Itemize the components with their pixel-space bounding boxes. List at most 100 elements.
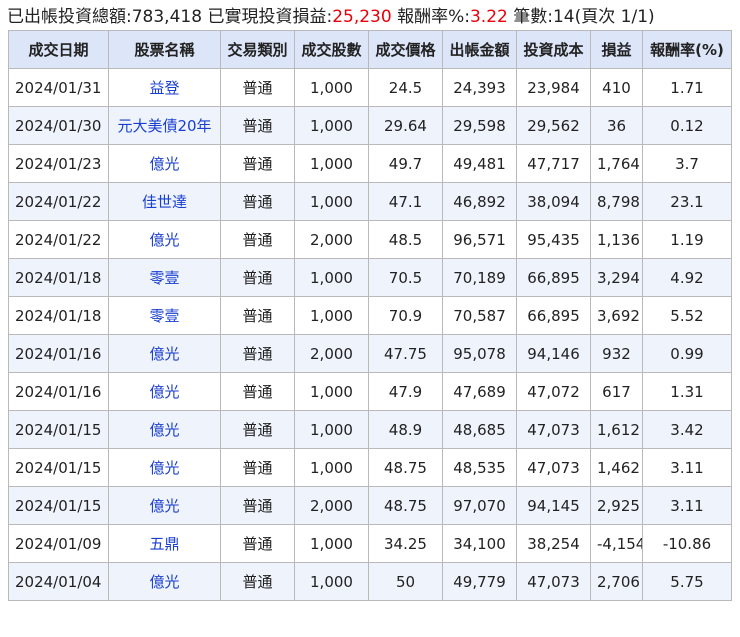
trade-type: 普通 xyxy=(220,182,295,221)
pnl: 1,136 xyxy=(590,220,643,259)
pnl: 617 xyxy=(590,372,643,411)
table-row: 2024/01/15 億光 普通 1,000 48.75 48,535 47,073 1,46… xyxy=(8,448,732,487)
investment-cost: 47,073 xyxy=(516,410,591,449)
table-row: 2024/01/22 佳世達 普通 1,000 47.1 46,892 38,094 8,79… xyxy=(8,182,732,221)
col-shares-header: 成交股數 xyxy=(294,30,369,69)
stock-name-link[interactable]: 億光 xyxy=(108,372,221,411)
pnl: 3,692 xyxy=(590,296,643,335)
price: 24.5 xyxy=(368,68,443,107)
investment-cost: 94,145 xyxy=(516,486,591,525)
count-label: 筆數: xyxy=(507,7,553,27)
outflow-amount: 48,535 xyxy=(442,448,517,487)
pnl: -4,154 xyxy=(590,524,643,563)
price: 48.5 xyxy=(368,220,443,259)
return-rate: 3.11 xyxy=(642,448,732,487)
stock-name-link[interactable]: 億光 xyxy=(108,220,221,259)
stock-name-link[interactable]: 益登 xyxy=(108,68,221,107)
shares: 1,000 xyxy=(294,448,369,487)
return-rate: 0.99 xyxy=(642,334,732,373)
trade-type: 普通 xyxy=(220,410,295,449)
return-label: 報酬率%: xyxy=(391,7,470,27)
shares: 2,000 xyxy=(294,486,369,525)
outflow-amount: 70,189 xyxy=(442,258,517,297)
trade-type: 普通 xyxy=(220,486,295,525)
shares: 1,000 xyxy=(294,410,369,449)
price: 50 xyxy=(368,562,443,601)
shares: 1,000 xyxy=(294,258,369,297)
return-rate: 3.11 xyxy=(642,486,732,525)
trade-type: 普通 xyxy=(220,334,295,373)
outflow-amount: 34,100 xyxy=(442,524,517,563)
trade-type: 普通 xyxy=(220,258,295,297)
outflow-amount: 24,393 xyxy=(442,68,517,107)
outflow-value: 783,418 xyxy=(131,7,203,27)
table-row: 2024/01/18 零壹 普通 1,000 70.9 70,587 66,895 3,692… xyxy=(8,296,732,335)
trade-date: 2024/01/09 xyxy=(8,524,109,563)
price: 70.9 xyxy=(368,296,443,335)
return-rate: 5.52 xyxy=(642,296,732,335)
stock-name-link[interactable]: 億光 xyxy=(108,410,221,449)
shares: 1,000 xyxy=(294,524,369,563)
return-rate: 23.1 xyxy=(642,182,732,221)
investment-cost: 38,254 xyxy=(516,524,591,563)
table-header-row: 成交日期 股票名稱 交易類別 成交股數 成交價格 出帳金額 投資成本 損益 報酬率(%) xyxy=(8,30,732,69)
trade-date: 2024/01/18 xyxy=(8,258,109,297)
investment-cost: 23,984 xyxy=(516,68,591,107)
return-rate: 4.92 xyxy=(642,258,732,297)
stock-name-link[interactable]: 零壹 xyxy=(108,296,221,335)
return-rate: 1.71 xyxy=(642,68,732,107)
trade-type: 普通 xyxy=(220,106,295,145)
stock-name-link[interactable]: 億光 xyxy=(108,448,221,487)
trade-type: 普通 xyxy=(220,562,295,601)
return-rate: 5.75 xyxy=(642,562,732,601)
price: 48.9 xyxy=(368,410,443,449)
stock-name-link[interactable]: 零壹 xyxy=(108,258,221,297)
return-rate: 3.7 xyxy=(642,144,732,183)
price: 47.9 xyxy=(368,372,443,411)
col-price-header: 成交價格 xyxy=(368,30,443,69)
outflow-amount: 95,078 xyxy=(442,334,517,373)
table-row: 2024/01/22 億光 普通 2,000 48.5 96,571 95,435 1,136… xyxy=(8,220,732,259)
outflow-amount: 97,070 xyxy=(442,486,517,525)
stock-name-link[interactable]: 億光 xyxy=(108,144,221,183)
col-outflow-amount-header: 出帳金額 xyxy=(442,30,517,69)
col-trade-type-header: 交易類別 xyxy=(220,30,295,69)
pnl: 932 xyxy=(590,334,643,373)
table-row: 2024/01/15 億光 普通 1,000 48.9 48,685 47,073 1,612… xyxy=(8,410,732,449)
price: 34.25 xyxy=(368,524,443,563)
return-rate: 0.12 xyxy=(642,106,732,145)
trade-date: 2024/01/22 xyxy=(8,220,109,259)
pnl: 36 xyxy=(590,106,643,145)
stock-name-link[interactable]: 元大美債20年 xyxy=(108,106,221,145)
stock-name-link[interactable]: 億光 xyxy=(108,486,221,525)
count-value: 14 xyxy=(552,7,575,27)
col-pnl-header: 損益 xyxy=(590,30,643,69)
col-trade-date-header: 成交日期 xyxy=(8,30,109,69)
investment-cost: 47,073 xyxy=(516,448,591,487)
return-rate: 1.19 xyxy=(642,220,732,259)
stock-name-link[interactable]: 億光 xyxy=(108,334,221,373)
outflow-label: 已出帳投資總額: xyxy=(7,7,132,27)
realized-label: 已實現投資損益: xyxy=(202,7,333,27)
price: 48.75 xyxy=(368,486,443,525)
investment-cost: 66,895 xyxy=(516,296,591,335)
pnl: 1,462 xyxy=(590,448,643,487)
outflow-amount: 48,685 xyxy=(442,410,517,449)
investment-cost: 66,895 xyxy=(516,258,591,297)
table-row: 2024/01/09 五鼎 普通 1,000 34.25 34,100 38,254 -4,1… xyxy=(8,524,732,563)
stock-name-link[interactable]: 五鼎 xyxy=(108,524,221,563)
stock-name-link[interactable]: 億光 xyxy=(108,562,221,601)
stock-name-link[interactable]: 佳世達 xyxy=(108,182,221,221)
page-info: (頁次 1/1) xyxy=(574,7,655,27)
pnl: 8,798 xyxy=(590,182,643,221)
price: 49.7 xyxy=(368,144,443,183)
shares: 2,000 xyxy=(294,334,369,373)
trade-type: 普通 xyxy=(220,448,295,487)
price: 70.5 xyxy=(368,258,443,297)
table-row: 2024/01/18 零壹 普通 1,000 70.5 70,189 66,895 3,294… xyxy=(8,258,732,297)
shares: 1,000 xyxy=(294,562,369,601)
trade-date: 2024/01/16 xyxy=(8,372,109,411)
return-rate: 1.31 xyxy=(642,372,732,411)
table-row: 2024/01/23 億光 普通 1,000 49.7 49,481 47,717 1,764… xyxy=(8,144,732,183)
trade-type: 普通 xyxy=(220,296,295,335)
